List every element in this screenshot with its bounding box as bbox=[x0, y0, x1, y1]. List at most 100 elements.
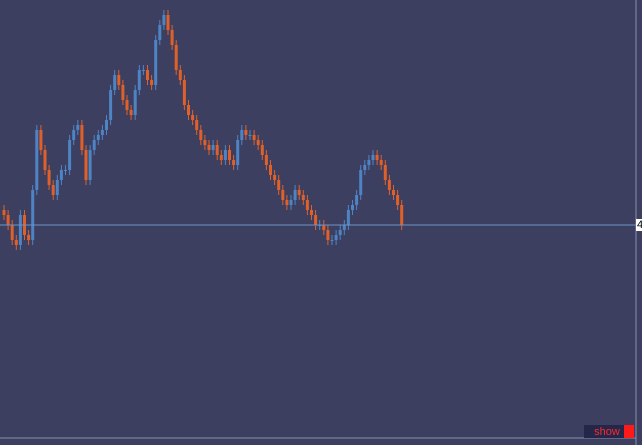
candle-body bbox=[84, 150, 88, 180]
candle-body bbox=[195, 120, 199, 130]
candle-body bbox=[281, 190, 285, 200]
candle-body bbox=[47, 170, 51, 185]
candle-body bbox=[338, 230, 342, 235]
candle-body bbox=[51, 185, 55, 195]
candle-body bbox=[125, 100, 129, 110]
candle-body bbox=[146, 70, 149, 80]
candle-body bbox=[396, 195, 400, 205]
candle-body bbox=[18, 215, 22, 245]
candle-body bbox=[137, 70, 141, 90]
candle-body bbox=[72, 130, 76, 140]
candle-body bbox=[178, 70, 182, 80]
candle-body bbox=[31, 190, 35, 240]
candle-body bbox=[240, 130, 244, 140]
candle-body bbox=[166, 15, 170, 30]
candle-body bbox=[342, 225, 346, 230]
candle-body bbox=[43, 150, 47, 170]
candle-body bbox=[301, 195, 305, 200]
candle-body bbox=[293, 190, 297, 200]
last-price-label: 4 bbox=[637, 219, 642, 231]
candle-body bbox=[150, 80, 154, 85]
show-button[interactable]: show bbox=[584, 425, 634, 438]
button-icon[interactable] bbox=[624, 425, 634, 438]
candle-body bbox=[285, 200, 289, 205]
candle-body bbox=[14, 240, 18, 245]
candle-body bbox=[355, 195, 359, 205]
candle-body bbox=[80, 125, 84, 150]
candle-body bbox=[305, 200, 309, 210]
button-bg[interactable] bbox=[584, 425, 634, 438]
candle-body bbox=[35, 130, 39, 190]
candle-body bbox=[105, 120, 108, 130]
candle-body bbox=[375, 155, 379, 160]
candle-body bbox=[322, 225, 326, 230]
candle-body bbox=[92, 140, 96, 150]
candle-body bbox=[187, 105, 190, 115]
candle-body bbox=[330, 240, 334, 241]
candle-body bbox=[228, 150, 231, 160]
candle-body bbox=[256, 140, 260, 145]
candle-body bbox=[359, 170, 363, 195]
candle-body bbox=[297, 190, 301, 195]
button-label[interactable]: show bbox=[594, 426, 620, 438]
candle-body bbox=[182, 80, 186, 105]
candle-body bbox=[363, 165, 367, 170]
candle-body bbox=[232, 160, 236, 165]
candle-body bbox=[121, 85, 125, 100]
candle-body bbox=[383, 165, 387, 180]
candle-body bbox=[191, 115, 195, 120]
candle-body bbox=[59, 170, 63, 180]
candle-body bbox=[68, 140, 72, 170]
candle-body bbox=[207, 145, 211, 150]
candle-body bbox=[219, 155, 223, 160]
candle-body bbox=[346, 210, 350, 225]
candle-body bbox=[379, 160, 383, 165]
candle-body bbox=[154, 40, 158, 85]
candle-body bbox=[6, 215, 10, 225]
candle-body bbox=[269, 165, 272, 175]
candle-body bbox=[310, 210, 313, 215]
candle-body bbox=[326, 230, 330, 240]
candle-body bbox=[260, 145, 264, 155]
candle-body bbox=[211, 145, 215, 150]
last-price-box bbox=[636, 219, 642, 231]
candle-body bbox=[367, 160, 371, 165]
candle-body bbox=[252, 135, 256, 140]
candle-body bbox=[273, 175, 277, 180]
candle-body bbox=[236, 140, 240, 165]
candle-body bbox=[109, 90, 113, 120]
candle-body bbox=[387, 180, 391, 190]
candle-body bbox=[141, 70, 145, 71]
candle-body bbox=[113, 75, 117, 90]
candle-body bbox=[158, 25, 162, 40]
candle-body bbox=[199, 130, 203, 140]
candle-body bbox=[334, 235, 338, 240]
candle-body bbox=[248, 135, 252, 136]
candle-body bbox=[55, 180, 59, 195]
candle-body bbox=[2, 210, 6, 215]
candle-body bbox=[371, 155, 375, 160]
candle-body bbox=[314, 215, 318, 225]
candle-body bbox=[277, 180, 281, 190]
candle-body bbox=[100, 130, 104, 135]
candle-body bbox=[133, 90, 137, 115]
candle-body bbox=[39, 130, 43, 150]
candle-body bbox=[129, 110, 133, 115]
candle-body bbox=[162, 15, 166, 25]
candle-body bbox=[27, 235, 31, 240]
candle-body bbox=[117, 75, 121, 85]
candle-body bbox=[264, 155, 268, 165]
candle-body bbox=[76, 125, 80, 130]
candle-body bbox=[392, 190, 395, 195]
candle-body bbox=[203, 140, 207, 145]
candle-body bbox=[10, 225, 14, 240]
candle-body bbox=[223, 150, 227, 160]
candle-body bbox=[215, 145, 219, 155]
candle-body bbox=[400, 205, 404, 225]
candle-body bbox=[64, 170, 67, 171]
candle-body bbox=[289, 200, 293, 205]
candle-body bbox=[170, 30, 174, 45]
candle-body bbox=[88, 150, 92, 180]
